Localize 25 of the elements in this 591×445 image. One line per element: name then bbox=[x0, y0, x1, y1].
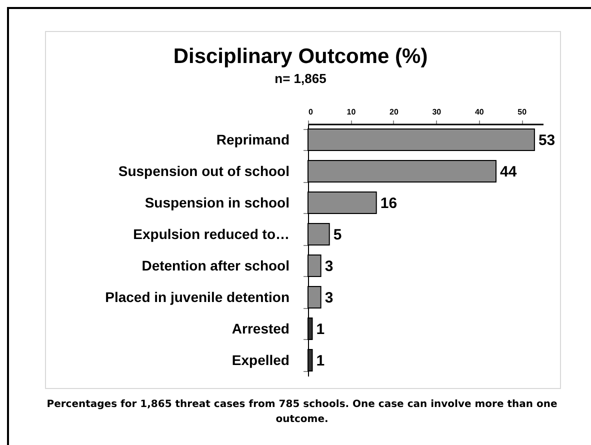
chart-subtitle: n= 1,865 bbox=[274, 71, 326, 86]
y-tick-label: Suspension in school bbox=[144, 194, 290, 210]
y-tick-label: Expelled bbox=[232, 352, 290, 368]
data-label: 53 bbox=[538, 132, 556, 149]
x-tick-label: 30 bbox=[432, 108, 442, 116]
y-tick-label: Placed in juvenile detention bbox=[105, 288, 290, 305]
text: Percentages for 1,865 threat cases from 785 schools. One case can involve more than one outcome. bbox=[46, 398, 558, 427]
x-tick-label: 50 bbox=[518, 108, 528, 116]
y-tick-label: Suspension out of school bbox=[118, 162, 290, 179]
x-tick-label: 0 bbox=[308, 108, 314, 116]
y-tick-label: Expulsion reduced to… bbox=[133, 226, 290, 242]
data-label: 3 bbox=[324, 258, 334, 275]
chart-title: Disciplinary Outcome (%) bbox=[173, 45, 428, 68]
data-label: 1 bbox=[316, 320, 325, 338]
data-label: 16 bbox=[380, 194, 398, 212]
data-label: 1 bbox=[316, 352, 325, 370]
y-tick-label: Detention after school bbox=[142, 257, 290, 274]
data-label: 5 bbox=[333, 226, 342, 244]
x-tick-label: 10 bbox=[346, 108, 356, 116]
data-label: 44 bbox=[500, 163, 518, 180]
x-tick-label: 40 bbox=[474, 108, 484, 116]
x-tick-label: 20 bbox=[390, 108, 399, 116]
y-tick-label: Arrested bbox=[232, 320, 290, 336]
data-label: 3 bbox=[324, 289, 334, 306]
y-tick-label: Reprimand bbox=[216, 131, 290, 148]
